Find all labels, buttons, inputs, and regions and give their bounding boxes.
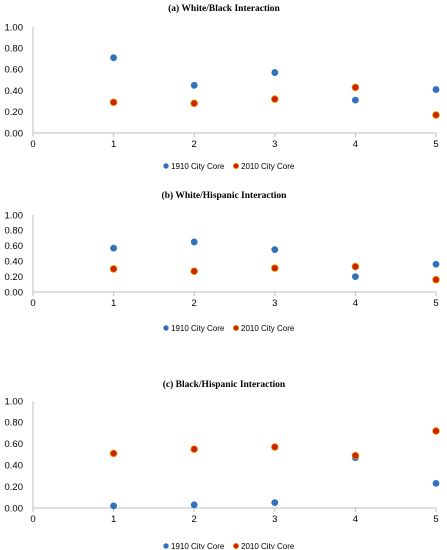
point-series-1 — [352, 96, 359, 104]
legend-marker — [163, 163, 169, 169]
x-tick-label: 2 — [192, 514, 197, 525]
point-series-1 — [110, 244, 117, 252]
legend: 1910 City Core 2010 City Core — [163, 162, 295, 171]
point-series-1 — [271, 499, 279, 507]
marks — [109, 427, 440, 510]
legend-label: 2010 City Core — [241, 324, 295, 333]
chart-a: (a) White/Black Interaction 0.00 0.20 0.40… — [5, 3, 440, 171]
point-series-2 — [190, 267, 199, 276]
y-tick-label: 1.00 — [5, 22, 24, 33]
legend: 1910 City Core 2010 City Core — [163, 542, 295, 549]
point-series-1 — [271, 246, 279, 254]
y-tick-label: 0.80 — [5, 226, 24, 237]
point-series-2 — [432, 275, 440, 284]
x-tick-label: 4 — [353, 514, 358, 525]
x-tick-label: 0 — [30, 139, 35, 150]
x-tick-label: 4 — [353, 298, 358, 309]
legend-label: 1910 City Core — [171, 542, 225, 549]
legend-label: 2010 City Core — [241, 542, 295, 549]
point-series-1 — [432, 260, 440, 268]
chart-panel-a: (a) White/Black Interaction 0.00 0.20 0.40… — [0, 0, 447, 183]
point-series-2 — [109, 449, 118, 458]
legend-marker — [232, 542, 240, 549]
point-series-2 — [351, 262, 360, 271]
point-series-2 — [270, 95, 279, 103]
y-tick-label: 0.80 — [5, 44, 24, 55]
chart-panel-b: (b) White/Hispanic Interaction 0.00 0.20 0… — [0, 183, 447, 366]
legend-label: 1910 City Core — [171, 162, 225, 171]
y-tick-label: 0.20 — [5, 482, 24, 493]
y-tick-label: 1.00 — [5, 210, 24, 221]
x-tick-label: 0 — [30, 514, 35, 525]
x-tick-label: 2 — [192, 139, 197, 150]
point-series-1 — [190, 238, 198, 246]
y-tick-label: 0.60 — [5, 241, 24, 252]
y-tick-label: 0.20 — [5, 272, 24, 283]
x-tick-label: 4 — [353, 139, 358, 150]
y-tick-label: 0.00 — [5, 287, 24, 298]
y-tick-label: 0.80 — [5, 418, 24, 429]
point-series-2 — [190, 445, 199, 453]
x-tick-label: 5 — [433, 514, 438, 525]
legend-marker — [232, 324, 240, 332]
marks — [109, 54, 440, 119]
point-series-1 — [110, 502, 117, 510]
legend-label: 1910 City Core — [171, 324, 225, 333]
legend-marker — [163, 543, 169, 549]
point-series-2 — [270, 264, 279, 272]
x-tick-label: 3 — [272, 139, 277, 150]
point-series-1 — [271, 69, 279, 76]
y-tick-label: 0.20 — [5, 107, 24, 118]
point-series-2 — [190, 99, 199, 108]
point-series-2 — [351, 83, 360, 92]
point-series-2 — [270, 443, 279, 451]
y-tick-label: 0.00 — [5, 128, 24, 139]
axes: 0.00 0.20 0.40 0.60 0.80 1.00 0 1 2 3 4 5 — [5, 396, 439, 525]
chart-title: (a) White/Black Interaction — [168, 3, 280, 14]
x-tick-label: 5 — [433, 139, 438, 150]
axes: 0.00 0.20 0.40 0.60 0.80 1.00 0 1 2 3 4 5 — [5, 210, 439, 309]
y-tick-label: 1.00 — [5, 396, 24, 407]
x-tick-label: 5 — [433, 298, 438, 309]
chart-c: (c) Black/Hispanic Interaction 0.000.200… — [5, 379, 440, 549]
y-tick-label: 0.40 — [5, 461, 24, 472]
point-series-2 — [351, 451, 360, 460]
chart-title: (c) Black/Hispanic Interaction — [163, 379, 286, 390]
point-series-2 — [109, 265, 118, 273]
legend: 1910 City Core 2010 City Core — [163, 324, 295, 333]
point-series-2 — [109, 98, 118, 107]
marks — [109, 238, 440, 284]
y-tick-label: 0.60 — [5, 65, 24, 76]
axes: 0.00 0.20 0.40 0.60 0.80 1.00 0 1 2 3 4 5 — [5, 22, 439, 150]
legend-marker — [232, 162, 240, 170]
point-series-2 — [432, 427, 440, 435]
y-tick-label: 0.00 — [5, 503, 24, 514]
point-series-1 — [190, 501, 198, 509]
point-series-1 — [352, 273, 359, 280]
point-series-1 — [432, 86, 440, 93]
x-tick-label: 1 — [111, 139, 116, 150]
point-series-1 — [190, 81, 198, 89]
x-tick-label: 1 — [111, 514, 116, 525]
point-series-2 — [432, 111, 440, 119]
legend-label: 2010 City Core — [241, 162, 295, 171]
x-tick-label: 3 — [272, 298, 277, 309]
y-tick-label: 0.40 — [5, 86, 24, 97]
chart-b: (b) White/Hispanic Interaction 0.000.200… — [5, 190, 440, 333]
point-series-1 — [432, 479, 440, 487]
x-tick-label: 2 — [192, 298, 197, 309]
chart-panel-c: (c) Black/Hispanic Interaction 0.00 0.20 0… — [0, 366, 447, 549]
chart-title: (b) White/Hispanic Interaction — [162, 190, 288, 201]
legend-marker — [163, 325, 169, 331]
x-tick-label: 3 — [272, 514, 277, 525]
x-tick-label: 0 — [30, 298, 35, 309]
point-series-1 — [110, 54, 117, 62]
y-tick-label: 0.60 — [5, 439, 24, 450]
x-tick-label: 1 — [111, 298, 116, 309]
y-tick-label: 0.40 — [5, 257, 24, 268]
